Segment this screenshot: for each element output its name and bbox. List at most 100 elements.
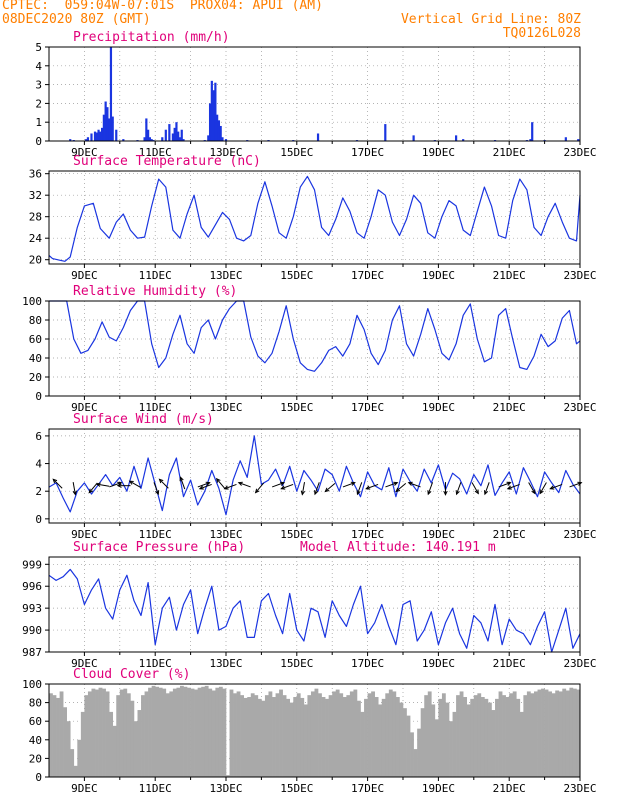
- cloud-bar: [158, 687, 163, 777]
- wind-arrow: [72, 482, 77, 496]
- wind-arrow-shaft: [52, 478, 63, 489]
- wind-arrow-shaft: [484, 482, 490, 495]
- rh-series-line: [49, 300, 581, 372]
- rh-x-tick-label: 13DEC: [209, 401, 242, 414]
- wind-arrow-shaft: [272, 482, 285, 488]
- cloud-bar: [473, 695, 478, 777]
- pres-x-tick-label: 21DEC: [493, 657, 526, 670]
- cloud-bar: [169, 691, 174, 777]
- precip-bar: [85, 139, 88, 141]
- wind-arrow-head: [483, 490, 489, 496]
- rh-x-tick-label: 15DEC: [280, 401, 313, 414]
- cloud-bar: [356, 700, 361, 777]
- pres-frame: [48, 556, 581, 653]
- cloud-bar: [463, 697, 468, 777]
- wind-arrow-head: [314, 490, 319, 496]
- cloud-bar: [441, 693, 446, 777]
- cloud-bar: [314, 688, 319, 777]
- wind-arrow: [198, 483, 212, 490]
- cloud-bar: [102, 688, 106, 777]
- precip-bar: [216, 114, 219, 141]
- wind-arrow-head: [506, 481, 512, 486]
- rh-y-tick-label: 20: [29, 371, 42, 384]
- wind-arrow-shaft: [96, 483, 110, 487]
- wind-arrow-head: [116, 483, 122, 488]
- rh-y-tick-label: 60: [29, 333, 42, 346]
- wind-arrow-head: [427, 490, 432, 496]
- wind-arrow-head: [539, 489, 544, 495]
- precip-x-tick-label: 15DEC: [280, 146, 313, 159]
- precip-bar: [217, 120, 221, 141]
- cloud-bar: [403, 708, 407, 777]
- precip-y-tick-label: 3: [35, 79, 42, 92]
- precip-bar: [95, 132, 98, 141]
- wind-arrow-shaft: [179, 477, 186, 490]
- pres-series-line: [48, 568, 581, 653]
- precip-bar: [529, 139, 532, 141]
- cloud-bar: [495, 698, 499, 777]
- wind-arrow: [197, 481, 211, 488]
- cloud-bar: [512, 691, 517, 777]
- wind-arrow-shaft: [255, 482, 265, 493]
- panel-pres: [45, 556, 581, 656]
- panel-precip: [45, 46, 581, 145]
- cloud-bar: [548, 691, 552, 777]
- wind-x-tick-label: 9DEC: [71, 528, 98, 541]
- wind-arrow-head: [198, 485, 204, 490]
- wind-arrow-shaft: [281, 483, 294, 490]
- cloud-bar: [572, 688, 577, 777]
- panel-wind: [45, 428, 583, 527]
- wind-arrow-head: [223, 485, 229, 490]
- cloud-x-tick-label: 13DEC: [209, 782, 242, 795]
- wind-arrow-shaft: [427, 482, 434, 495]
- cloud-bar: [250, 693, 255, 777]
- cloud-bar: [480, 697, 485, 777]
- wind-arrow-shaft: [539, 482, 547, 494]
- panel-temp: [45, 170, 581, 268]
- wind-arrow: [300, 482, 306, 496]
- cloud-y-tick-label: 80: [29, 697, 42, 710]
- cloud-bar: [452, 711, 457, 777]
- precip-bar: [462, 139, 465, 141]
- wind-arrow: [483, 482, 490, 496]
- cloud-bar: [555, 690, 560, 777]
- wind-arrow-shaft: [385, 482, 398, 488]
- header-model-id: TQ0126L028: [502, 26, 581, 41]
- wind-arrow: [237, 481, 251, 488]
- cloud-y-tick-label: 60: [29, 715, 42, 728]
- cloud-bar: [264, 695, 269, 777]
- temp-x-tick-label: 17DEC: [351, 269, 384, 282]
- wind-arrow-shaft: [507, 483, 520, 490]
- cloud-bar: [240, 695, 244, 777]
- cloud-bar: [66, 721, 71, 777]
- header-grid-line-note: Vertical Grid Line: 80Z: [400, 12, 581, 27]
- wind-arrow: [407, 481, 421, 488]
- wind-x-tick-label: 21DEC: [493, 528, 526, 541]
- rh-panel-title: Relative Humidity (%): [73, 284, 237, 299]
- cloud-bar: [353, 689, 358, 777]
- cloud-bar: [328, 695, 333, 777]
- cloud-bar: [105, 691, 110, 777]
- cloud-x-tick-label: 23DEC: [563, 782, 596, 795]
- cloud-bar: [523, 695, 528, 777]
- wind-arrow: [324, 482, 336, 493]
- cloud-frame: [48, 683, 581, 778]
- wind-y-tick-label: 6: [35, 430, 42, 443]
- cloud-bar: [477, 693, 482, 777]
- cloud-bar: [80, 711, 85, 777]
- wind-arrow-head: [506, 485, 512, 490]
- cloud-bar: [211, 690, 216, 777]
- pres-y-tick-label: 993: [22, 602, 42, 615]
- cloud-bar: [109, 711, 114, 777]
- wind-arrow-shaft: [356, 482, 363, 495]
- wind-arrow-head: [279, 481, 286, 486]
- pres-y-tick-label: 999: [22, 558, 42, 571]
- wind-arrow: [254, 482, 265, 494]
- cloud-bar: [431, 704, 436, 777]
- cloud-bar: [466, 704, 471, 777]
- precip-bar: [99, 131, 102, 141]
- cloud-bar: [509, 693, 514, 777]
- precip-bar: [108, 118, 111, 141]
- precip-panel-title: Precipitation (mm/h): [73, 30, 230, 45]
- temp-x-tick-label: 23DEC: [563, 269, 596, 282]
